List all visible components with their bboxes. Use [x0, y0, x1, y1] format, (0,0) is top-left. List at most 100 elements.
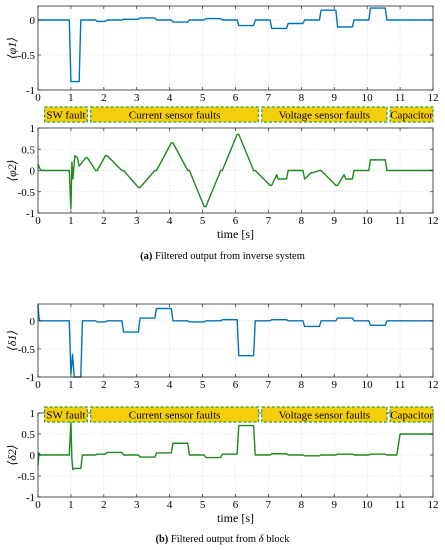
x-tick-label: 1 — [68, 499, 74, 511]
y-tick-label: 0 — [30, 450, 36, 462]
x-tick-label: 10 — [362, 92, 374, 104]
y-axis-label: ⟨φ1⟩ — [5, 37, 19, 59]
x-tick-label: 7 — [266, 215, 272, 227]
x-tick-label: 12 — [428, 215, 439, 227]
y-tick-label: -0.5 — [18, 344, 36, 356]
x-tick-label: 12 — [428, 92, 439, 104]
series-line-1 — [37, 133, 433, 210]
x-tick-label: 11 — [395, 499, 406, 511]
fault-band-box — [261, 106, 388, 123]
y-tick-label: 1 — [30, 408, 36, 420]
chart-1: 0 1 2 3 4 5 6 7 8 9 10 11 120-0.5-1⟨φ1⟩ — [5, 5, 439, 104]
fault-band-label: Voltage sensor faults — [279, 410, 370, 422]
x-tick-label: 0 — [35, 92, 41, 104]
fault-band-box — [389, 406, 434, 423]
series-line-1 — [38, 7, 433, 83]
x-tick-label: 0 — [35, 499, 41, 511]
x-tick-label: 12 — [428, 499, 439, 511]
x-tick-label: 9 — [332, 92, 338, 104]
fault-band-label: Current sensor faults — [129, 410, 221, 422]
x-tick-label: 7 — [266, 92, 272, 104]
x-tick-label: 10 — [362, 379, 374, 391]
x-tick-label: 3 — [134, 379, 140, 391]
x-tick-label: 9 — [332, 379, 338, 391]
x-tick-label: 4 — [167, 92, 173, 104]
x-tick-label: 1 — [68, 92, 74, 104]
x-tick-label: 1 — [68, 215, 74, 227]
y-tick-label: 0.5 — [21, 429, 35, 441]
x-tick-label: 5 — [200, 379, 206, 391]
caption-b-suffix: block — [266, 534, 290, 545]
fault-band-label: SW fault — [46, 410, 85, 422]
x-tick-label: 0 — [35, 379, 41, 391]
x-tick-label: 6 — [233, 215, 239, 227]
x-tick-label: 5 — [200, 92, 206, 104]
y-axis-label: ⟨δ1⟩ — [5, 330, 19, 351]
x-axis-label: time [s] — [217, 511, 254, 525]
caption-a: (a) Filtered output from inverse system — [0, 251, 445, 262]
fault-band-label: SW fault — [46, 110, 85, 122]
y-tick-label: -1 — [26, 208, 35, 220]
x-tick-label: 2 — [101, 215, 107, 227]
x-tick-label: 8 — [299, 215, 305, 227]
fault-bands-layer: SW fault Current sensor faults Voltage sen… — [43, 106, 434, 423]
x-tick-label: 4 — [167, 499, 173, 511]
fault-band-label: Capacitor — [390, 410, 433, 422]
fault-band-box — [90, 106, 260, 123]
x-tick-label: 8 — [299, 92, 305, 104]
y-tick-label: -1 — [26, 492, 35, 504]
x-tick-label: 2 — [101, 379, 107, 391]
caption-b-text: Filtered output from — [170, 534, 257, 545]
fault-band-box — [261, 406, 388, 423]
x-tick-label: 10 — [362, 499, 374, 511]
fault-band-label: Capacitor — [390, 110, 433, 122]
y-tick-label: 1 — [30, 123, 36, 135]
caption-b-letter: (b) — [155, 534, 169, 545]
fault-band-label: Voltage sensor faults — [279, 110, 370, 122]
x-tick-label: 6 — [233, 499, 239, 511]
x-axis-label: time [s] — [217, 227, 254, 241]
y-tick-label: 0 — [30, 15, 36, 27]
x-tick-label: 8 — [299, 379, 305, 391]
x-tick-label: 7 — [266, 499, 272, 511]
x-tick-label: 1 — [68, 379, 74, 391]
x-tick-label: 7 — [266, 379, 272, 391]
x-tick-label: 6 — [233, 379, 239, 391]
x-tick-label: 9 — [332, 215, 338, 227]
series-line-1 — [37, 420, 433, 471]
x-tick-label: 6 — [233, 92, 239, 104]
x-tick-label: 2 — [101, 499, 107, 511]
fault-band-row-2: SW fault Current sensor faults Voltage sen… — [43, 406, 434, 423]
x-tick-label: 12 — [428, 379, 439, 391]
x-tick-label: 5 — [200, 215, 206, 227]
caption-b: (b) Filtered output from δ block — [0, 534, 445, 545]
caption-a-text: Filtered output from inverse system — [154, 251, 305, 262]
chart-3: 0 1 2 3 4 5 6 7 8 9 10 11 120-0.5-1⟨δ1⟩ — [5, 303, 439, 391]
x-tick-label: 9 — [332, 499, 338, 511]
x-tick-label: 11 — [395, 215, 406, 227]
x-tick-label: 3 — [134, 215, 140, 227]
y-tick-label: -0.5 — [18, 50, 36, 62]
x-tick-label: 11 — [395, 92, 406, 104]
y-axis-label: ⟨φ2⟩ — [5, 159, 19, 181]
x-tick-label: 8 — [299, 499, 305, 511]
fault-band-box — [43, 106, 88, 123]
x-tick-label: 3 — [134, 92, 140, 104]
y-tick-label: -0.5 — [18, 187, 36, 199]
x-tick-label: 11 — [395, 379, 406, 391]
x-tick-label: 4 — [167, 379, 173, 391]
fault-band-row-1: SW fault Current sensor faults Voltage sen… — [43, 106, 434, 123]
y-tick-label: -1 — [26, 372, 35, 384]
y-tick-label: 0 — [30, 316, 36, 328]
plots-layer: 0 1 2 3 4 5 6 7 8 9 10 11 120-0.5-1⟨φ1⟩0 1 2 3 4 5 6 7 8 9 10 1… — [5, 5, 439, 525]
fault-band-box — [43, 406, 88, 423]
x-tick-label: 0 — [35, 215, 41, 227]
x-tick-label: 2 — [101, 92, 107, 104]
fault-band-label: Current sensor faults — [129, 110, 221, 122]
y-tick-label: 0.5 — [21, 144, 35, 156]
series-line-1 — [37, 305, 433, 378]
y-tick-label: -1 — [26, 85, 35, 97]
